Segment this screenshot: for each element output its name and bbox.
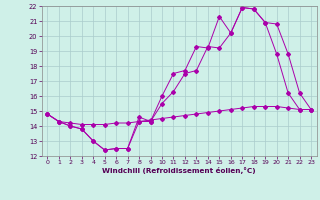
X-axis label: Windchill (Refroidissement éolien,°C): Windchill (Refroidissement éolien,°C) — [102, 167, 256, 174]
